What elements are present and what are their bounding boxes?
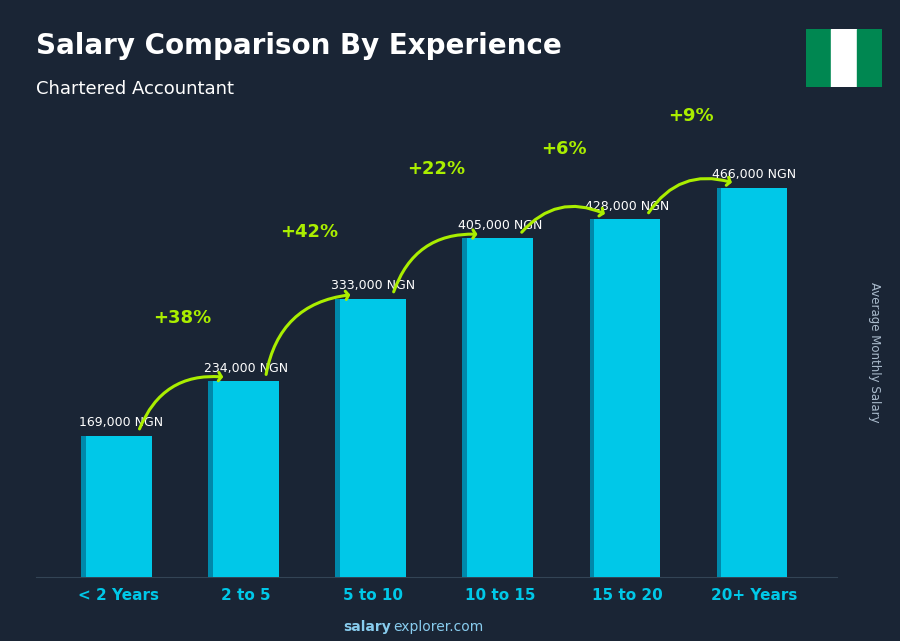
Text: Average Monthly Salary: Average Monthly Salary xyxy=(868,282,881,423)
Text: Chartered Accountant: Chartered Accountant xyxy=(36,80,234,98)
Text: 428,000 NGN: 428,000 NGN xyxy=(585,199,670,213)
Bar xyxy=(594,219,661,577)
Text: Salary Comparison By Experience: Salary Comparison By Experience xyxy=(36,32,562,60)
Text: +42%: +42% xyxy=(280,223,338,241)
Polygon shape xyxy=(590,219,594,577)
Bar xyxy=(340,299,406,577)
Polygon shape xyxy=(81,436,86,577)
Bar xyxy=(212,381,279,577)
Text: +22%: +22% xyxy=(408,160,465,178)
Text: explorer.com: explorer.com xyxy=(393,620,483,635)
Polygon shape xyxy=(208,381,212,577)
Bar xyxy=(467,238,533,577)
Polygon shape xyxy=(336,299,340,577)
Text: +9%: +9% xyxy=(668,107,714,125)
Bar xyxy=(806,29,831,87)
Text: 234,000 NGN: 234,000 NGN xyxy=(203,362,288,375)
Bar xyxy=(721,188,788,577)
Bar xyxy=(831,29,857,87)
Text: 405,000 NGN: 405,000 NGN xyxy=(458,219,543,232)
Polygon shape xyxy=(716,188,721,577)
Text: +6%: +6% xyxy=(541,140,587,158)
Bar xyxy=(857,29,882,87)
Text: 333,000 NGN: 333,000 NGN xyxy=(331,279,415,292)
Text: 169,000 NGN: 169,000 NGN xyxy=(79,416,164,429)
Polygon shape xyxy=(463,238,467,577)
Text: +38%: +38% xyxy=(153,309,211,327)
Text: salary: salary xyxy=(344,620,392,635)
Bar xyxy=(86,436,152,577)
Text: 466,000 NGN: 466,000 NGN xyxy=(712,168,796,181)
